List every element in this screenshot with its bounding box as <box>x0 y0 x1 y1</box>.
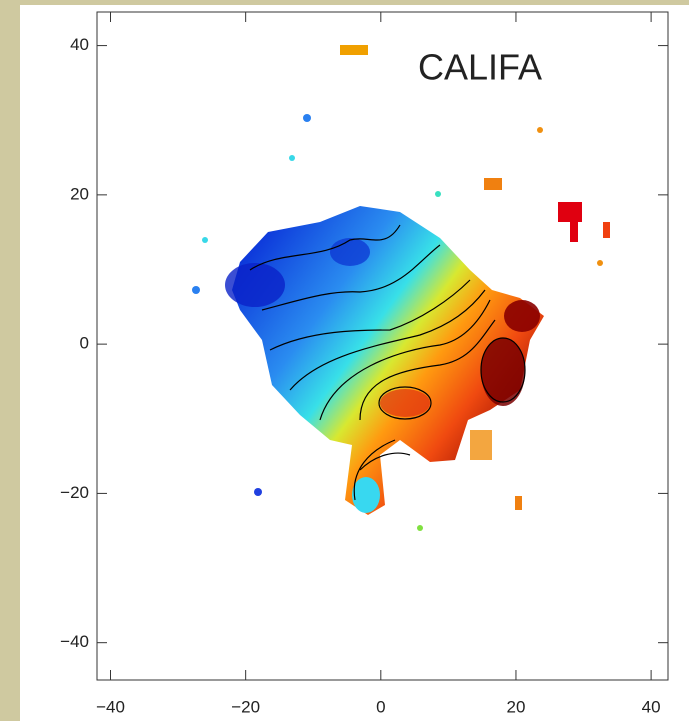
y-tick-label: 0 <box>80 334 89 353</box>
annotation: CALIFA <box>418 47 542 88</box>
y-tick-label: −20 <box>60 483 89 502</box>
y-tick-label: −40 <box>60 632 89 651</box>
plot-frame <box>96 11 669 681</box>
y-tick-label: 20 <box>70 184 89 203</box>
velocity-map <box>192 45 610 531</box>
x-tick-label: −20 <box>231 697 260 716</box>
y-tick-label: 40 <box>70 35 89 54</box>
x-tick-label: 40 <box>642 697 661 716</box>
x-tick-label: 20 <box>506 697 525 716</box>
x-tick-label: −40 <box>96 697 125 716</box>
x-tick-label: 0 <box>376 697 385 716</box>
